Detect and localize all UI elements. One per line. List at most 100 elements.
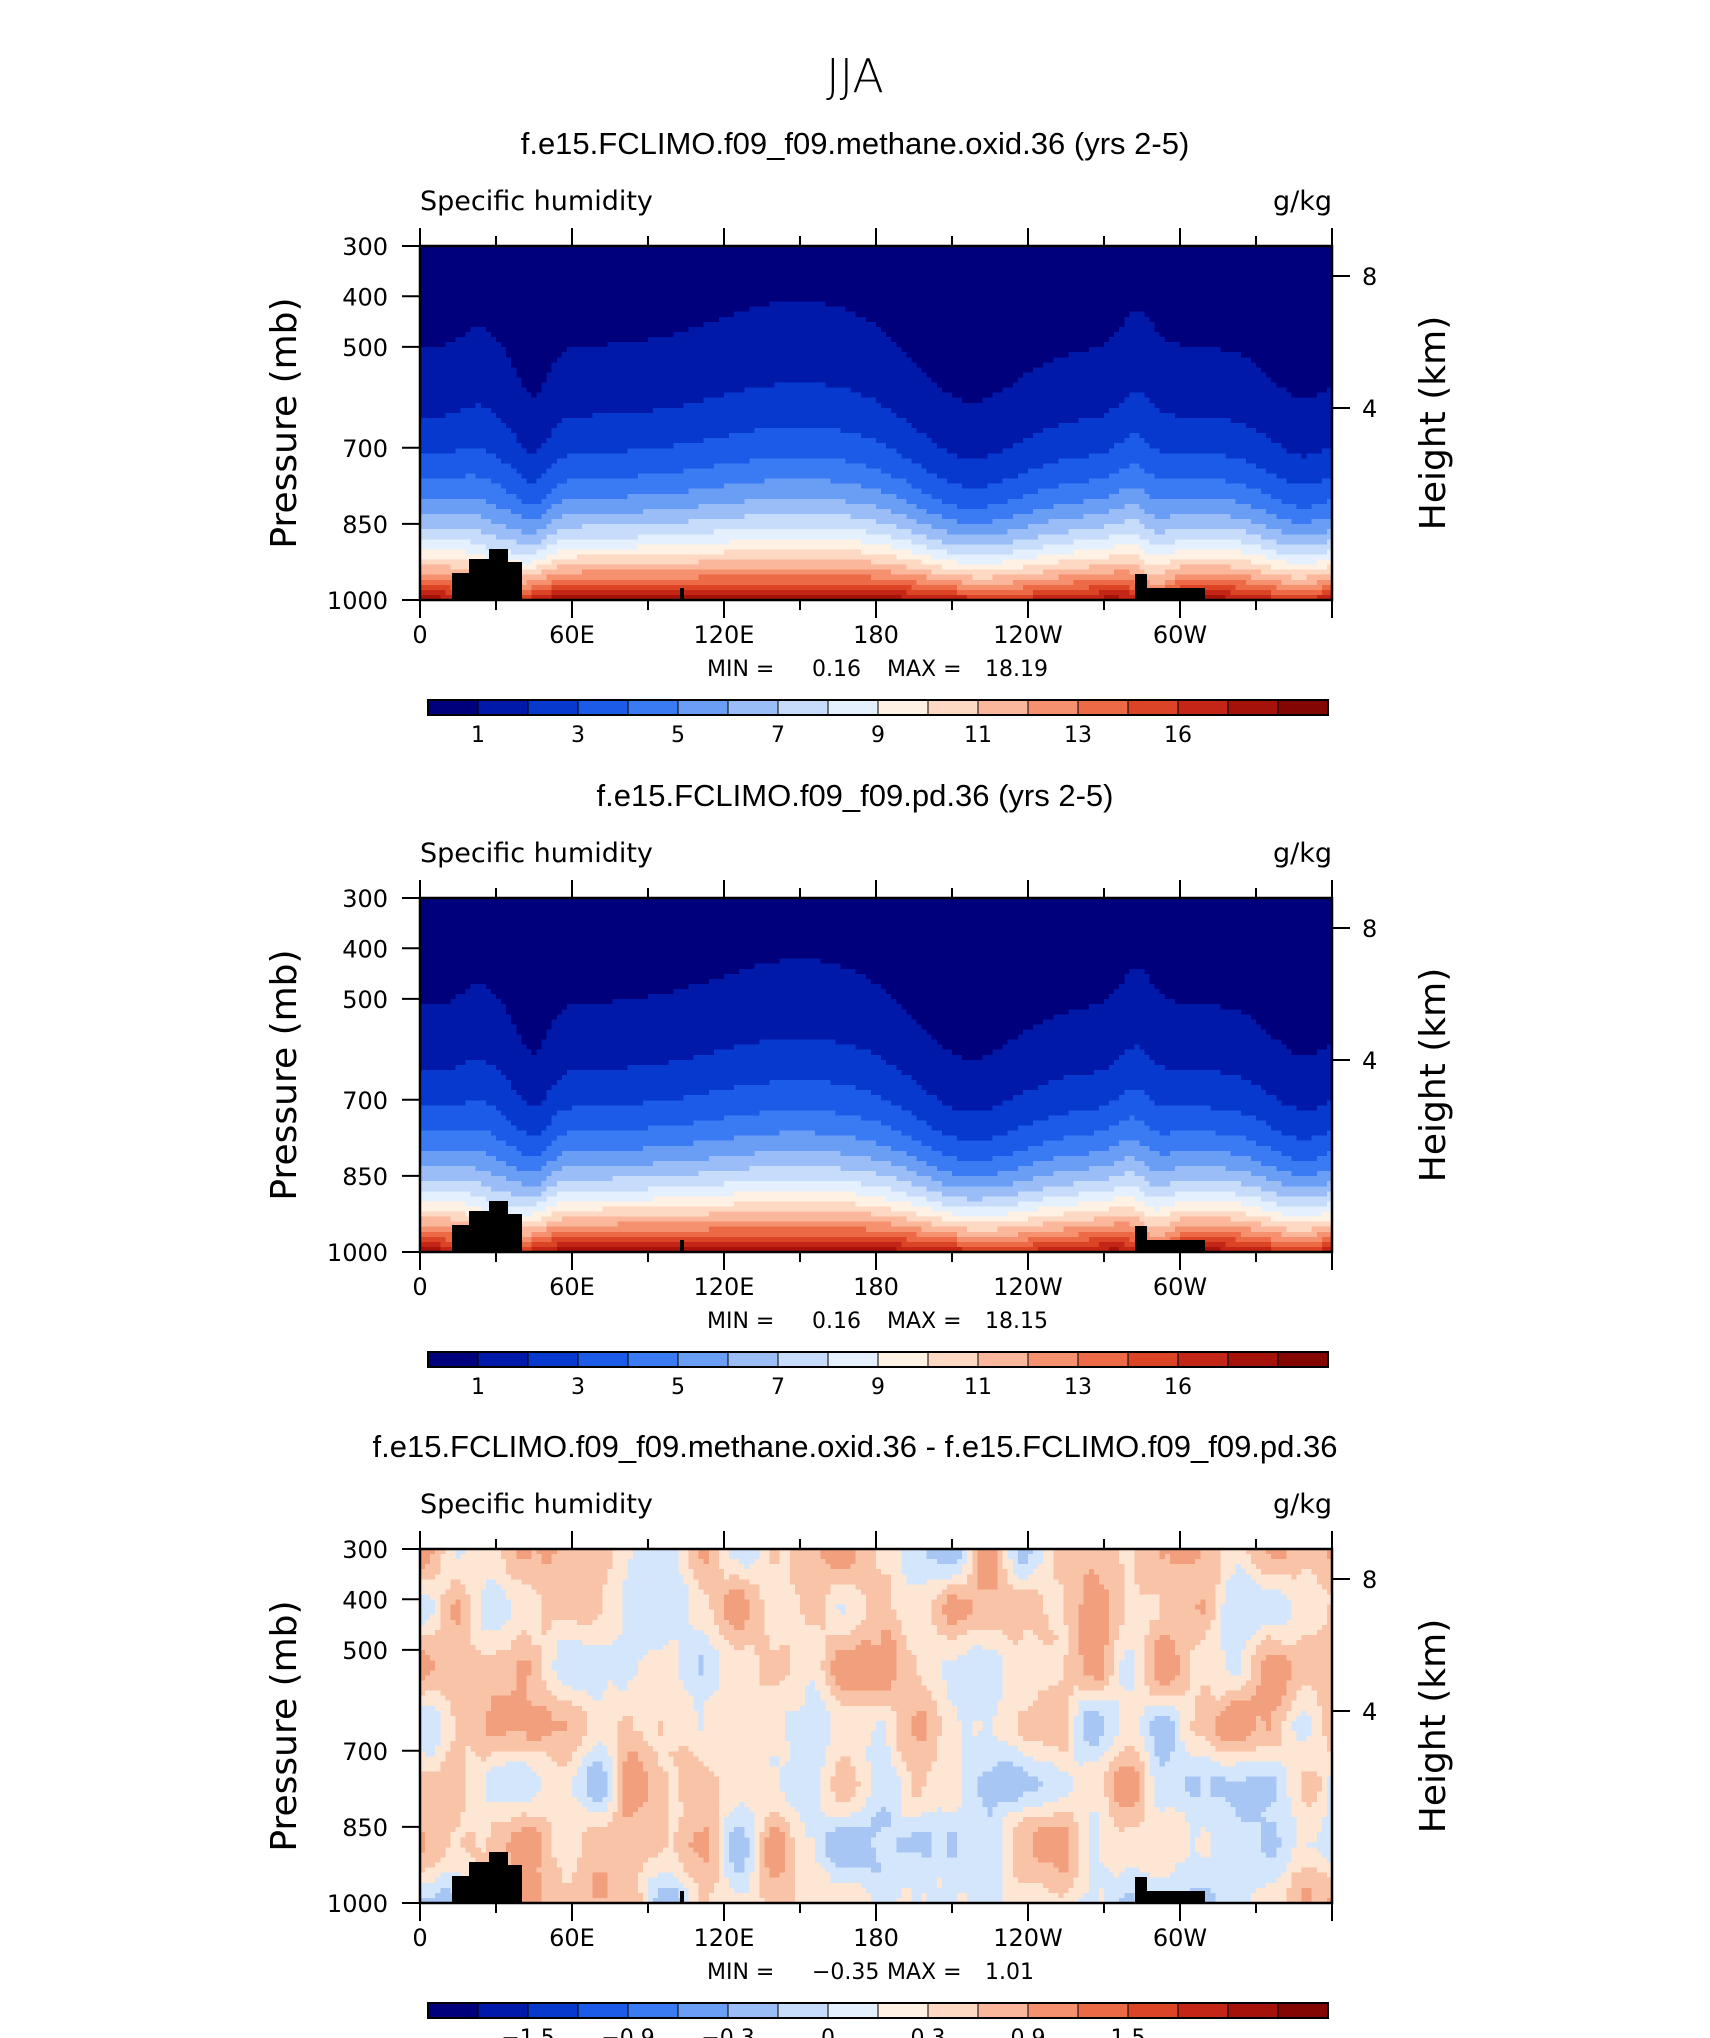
x-tick-label: 180 (853, 621, 899, 649)
field-label: Specific humidity (420, 1489, 653, 1520)
colorbar-swatch (477, 2002, 529, 2019)
y-right-tick-label: 4 (1362, 1047, 1377, 1075)
y-tick-label: 300 (342, 233, 388, 261)
units-label: g/kg (1273, 1489, 1332, 1520)
colorbar-swatch (577, 1351, 629, 1368)
x-tick-label: 120W (993, 1924, 1063, 1952)
colorbar-frame (427, 1351, 1329, 1368)
colorbar-swatch (877, 2002, 929, 2019)
y-tick-label: 1000 (327, 1890, 388, 1918)
x-tick-label: 120W (993, 1273, 1063, 1301)
y-right-axis-title: Height (km) (1413, 316, 1454, 530)
colorbar-label: 9 (871, 1375, 885, 1400)
field-label: Specific humidity (420, 186, 653, 217)
stat-max-label: MAX = (887, 1960, 962, 1985)
colorbar-swatch (1177, 699, 1229, 716)
colorbar-label: 7 (771, 1375, 785, 1400)
colorbar-label: 9 (871, 723, 885, 748)
colorbar-swatch (1227, 1351, 1279, 1368)
colorbar-label: 0 (821, 2026, 835, 2038)
colorbar-label: 3 (571, 723, 585, 748)
land-mask (500, 562, 522, 600)
colorbar-swatch (427, 2002, 479, 2019)
colorbar-swatch (927, 1351, 979, 1368)
colorbar-swatch (1277, 1351, 1329, 1368)
stat-min-label: MIN = (707, 1309, 774, 1334)
colorbar-label: 11 (964, 723, 992, 748)
colorbar-label: 3 (571, 1375, 585, 1400)
x-tick-label: 60W (1153, 1273, 1207, 1301)
colorbar-label: 13 (1064, 723, 1092, 748)
colorbar-swatch (1077, 1351, 1129, 1368)
colorbar-label: 0.3 (911, 2026, 946, 2038)
colorbar-swatch (1077, 699, 1129, 716)
colorbar-label: 16 (1164, 723, 1192, 748)
land-mask (1140, 1891, 1205, 1903)
stat-max-value: 18.19 (985, 657, 1048, 682)
colorbar: 1 3 5 7 9 11 13 16 (427, 1351, 1329, 1400)
colorbar-swatch (427, 699, 479, 716)
land-mask (680, 1891, 684, 1903)
panel-title: f.e15.FCLIMO.f09_f09.methane.oxid.36 (yr… (521, 126, 1190, 161)
x-tick-label: 60E (549, 1273, 595, 1301)
y-right-tick-label: 8 (1362, 1566, 1377, 1594)
y-right-axis-title: Height (km) (1413, 968, 1454, 1182)
y-tick-label: 400 (342, 1586, 388, 1614)
stat-min-label: MIN = (707, 657, 774, 682)
stat-min-value: 0.16 (812, 657, 861, 682)
y-tick-label: 700 (342, 435, 388, 463)
colorbar-label: 1.5 (1111, 2026, 1146, 2038)
y-tick-label: 500 (342, 1637, 388, 1665)
colorbar-label: 1 (471, 723, 485, 748)
units-label: g/kg (1273, 186, 1332, 217)
land-mask (680, 1240, 684, 1252)
y-tick-label: 500 (342, 986, 388, 1014)
land-mask (1140, 588, 1205, 600)
x-tick-label: 0 (412, 1273, 427, 1301)
y-right-tick-label: 8 (1362, 915, 1377, 943)
colorbar-swatch (877, 1351, 929, 1368)
y-tick-label: 400 (342, 935, 388, 963)
y-tick-label: 300 (342, 1536, 388, 1564)
colorbar-label: −0.3 (701, 2026, 754, 2038)
colorbar-swatch (877, 699, 929, 716)
colorbar-swatch (1077, 2002, 1129, 2019)
stat-min-value: 0.16 (812, 1309, 861, 1334)
panel-3: f.e15.FCLIMO.f09_f09.methane.oxid.36 - f… (264, 1429, 1454, 2038)
y-right-tick-label: 4 (1362, 1698, 1377, 1726)
colorbar-swatch (1027, 2002, 1079, 2019)
units-label: g/kg (1273, 838, 1332, 869)
panel-title: f.e15.FCLIMO.f09_f09.methane.oxid.36 - f… (373, 1429, 1338, 1464)
colorbar-label: 13 (1064, 1375, 1092, 1400)
field-cells (420, 246, 1333, 601)
colorbar-swatch (977, 699, 1029, 716)
colorbar-swatch (1227, 699, 1279, 716)
land-mask (1140, 1240, 1205, 1252)
y-tick-label: 700 (342, 1087, 388, 1115)
colorbar-swatch (927, 699, 979, 716)
colorbar: −1.5 −0.9 −0.3 0 0.3 0.9 1.5 (427, 2002, 1329, 2038)
field-cells (420, 1549, 1333, 1904)
colorbar-swatch (727, 2002, 779, 2019)
colorbar-swatch (827, 699, 879, 716)
y-tick-label: 850 (342, 1163, 388, 1191)
y-tick-label: 500 (342, 334, 388, 362)
colorbar-frame (427, 2002, 1329, 2019)
y-axis-title: Pressure (mb) (264, 949, 305, 1200)
colorbar-swatch (627, 1351, 679, 1368)
field-cells (420, 898, 1333, 1253)
colorbar-swatch (827, 2002, 879, 2019)
colorbar-swatch (677, 1351, 729, 1368)
colorbar-swatch (827, 1351, 879, 1368)
x-tick-label: 0 (412, 621, 427, 649)
colorbar-swatch (777, 699, 829, 716)
colorbar-swatch (1277, 699, 1329, 716)
colorbar-label: 0.9 (1011, 2026, 1046, 2038)
y-axis-title: Pressure (mb) (264, 1600, 305, 1851)
x-tick-label: 120E (694, 1273, 755, 1301)
colorbar-label: −1.5 (501, 2026, 554, 2038)
colorbar-swatch (1177, 1351, 1229, 1368)
stat-min-value: −0.35 (812, 1960, 879, 1985)
colorbar-swatch (727, 1351, 779, 1368)
y-right-tick-label: 8 (1362, 263, 1377, 291)
